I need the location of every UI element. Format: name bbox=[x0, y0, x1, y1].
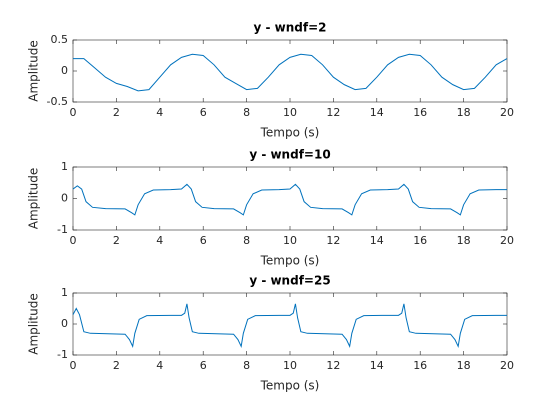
x-tick-label: 8 bbox=[243, 359, 250, 372]
x-tick-label: 4 bbox=[156, 234, 163, 247]
line-series bbox=[72, 183, 507, 216]
x-tick-label: 18 bbox=[457, 359, 471, 372]
x-tick-label: 12 bbox=[326, 359, 340, 372]
x-tick-label: 2 bbox=[113, 106, 120, 119]
x-tick-label: 6 bbox=[200, 106, 207, 119]
x-tick-label: 6 bbox=[200, 234, 207, 247]
x-tick-label: 8 bbox=[243, 106, 250, 119]
x-tick-label: 0 bbox=[70, 106, 77, 119]
y-tick-label: 0 bbox=[61, 192, 68, 205]
x-tick-label: 10 bbox=[283, 359, 297, 372]
x-tick-label: 12 bbox=[326, 106, 340, 119]
x-tick-label: 14 bbox=[370, 359, 384, 372]
chart-title: y - wndf=25 bbox=[249, 274, 330, 288]
x-tick-label: 0 bbox=[70, 359, 77, 372]
x-axis-label: Tempo (s) bbox=[260, 254, 320, 268]
x-tick-label: 14 bbox=[370, 234, 384, 247]
line-series bbox=[73, 53, 508, 92]
y-tick-label: 0 bbox=[61, 64, 68, 77]
x-axis-label: Tempo (s) bbox=[260, 126, 320, 140]
x-tick-label: 4 bbox=[156, 106, 163, 119]
x-axis-label: Tempo (s) bbox=[260, 379, 320, 393]
x-tick-label: 12 bbox=[326, 234, 340, 247]
x-tick-label: 18 bbox=[457, 106, 471, 119]
x-tick-label: 10 bbox=[283, 234, 297, 247]
y-tick-label: -0.5 bbox=[47, 95, 68, 108]
x-tick-label: 20 bbox=[500, 359, 514, 372]
x-tick-label: 8 bbox=[243, 234, 250, 247]
y-tick-label: 0.5 bbox=[51, 33, 69, 46]
x-tick-label: 2 bbox=[113, 359, 120, 372]
x-tick-label: 10 bbox=[283, 106, 297, 119]
x-tick-label: 2 bbox=[113, 234, 120, 247]
x-tick-label: 16 bbox=[413, 234, 427, 247]
y-axis-label: Amplitude bbox=[27, 168, 41, 230]
y-axis-label: Amplitude bbox=[27, 293, 41, 355]
x-tick-label: 20 bbox=[500, 234, 514, 247]
x-tick-label: 20 bbox=[500, 106, 514, 119]
x-tick-label: 14 bbox=[370, 106, 384, 119]
y-tick-label: 1 bbox=[61, 160, 68, 173]
x-tick-label: 16 bbox=[413, 359, 427, 372]
plot-area bbox=[72, 166, 508, 231]
y-tick-label: -1 bbox=[57, 348, 68, 361]
x-tick-label: 6 bbox=[200, 359, 207, 372]
y-tick-label: -1 bbox=[57, 223, 68, 236]
y-axis-label: Amplitude bbox=[27, 40, 41, 102]
line-series bbox=[72, 303, 507, 348]
y-tick-label: 0 bbox=[61, 317, 68, 330]
x-tick-label: 18 bbox=[457, 234, 471, 247]
y-tick-label: 1 bbox=[61, 286, 68, 299]
chart-title: y - wndf=10 bbox=[249, 148, 330, 162]
plot-area bbox=[72, 292, 508, 356]
plot-area bbox=[72, 39, 508, 103]
chart-title: y - wndf=2 bbox=[253, 21, 326, 35]
x-tick-label: 0 bbox=[70, 234, 77, 247]
x-tick-label: 16 bbox=[413, 106, 427, 119]
x-tick-label: 4 bbox=[156, 359, 163, 372]
